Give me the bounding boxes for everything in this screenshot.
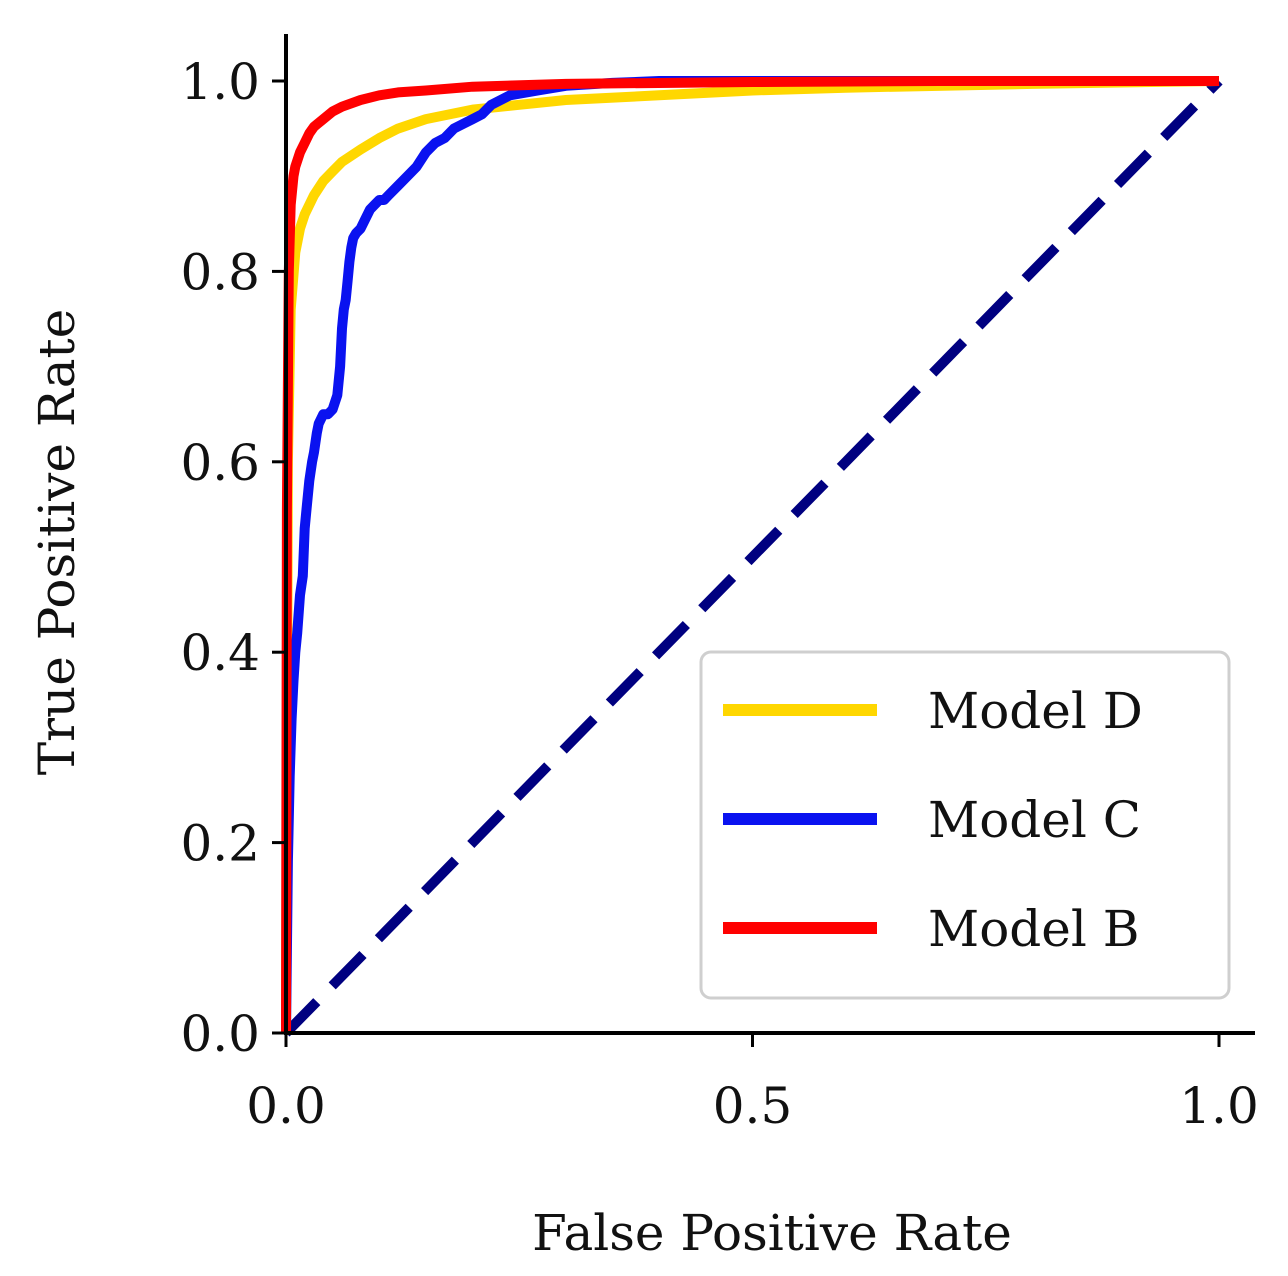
- chance-reference-line: [282, 77, 1223, 1037]
- x-tick-label: 1.0: [1179, 1077, 1259, 1135]
- series-line-model-c: [281, 76, 1219, 1034]
- y-tick-label: 0.4: [180, 624, 260, 682]
- legend-label: Model D: [928, 682, 1143, 740]
- ticks: 0.0 0.5 1.0 0.0 0.2 0.4 0.6 0.8 1.0: [180, 53, 1258, 1135]
- series-line-model-b: [281, 76, 1219, 1034]
- legend: Model D Model C Model B: [699, 650, 1231, 1000]
- y-tick-label: 0.6: [180, 434, 260, 492]
- legend-label: Model B: [928, 900, 1140, 958]
- y-tick-label: 0.0: [180, 1005, 260, 1063]
- y-tick-label: 0.2: [180, 815, 260, 873]
- y-tick-label: 1.0: [180, 53, 260, 111]
- plot-area: [281, 76, 1223, 1037]
- legend-label: Model C: [928, 791, 1141, 849]
- y-axis-label: True Positive Rate: [28, 309, 86, 775]
- legend-box: [699, 650, 1231, 1000]
- x-tick-label: 0.5: [713, 1077, 793, 1135]
- axes: [284, 34, 1255, 1035]
- x-tick-label: 0.0: [246, 1077, 326, 1135]
- y-tick-label: 0.8: [180, 243, 260, 301]
- series-line-model-d: [281, 76, 1220, 1034]
- x-axis-label: False Positive Rate: [532, 1204, 1012, 1262]
